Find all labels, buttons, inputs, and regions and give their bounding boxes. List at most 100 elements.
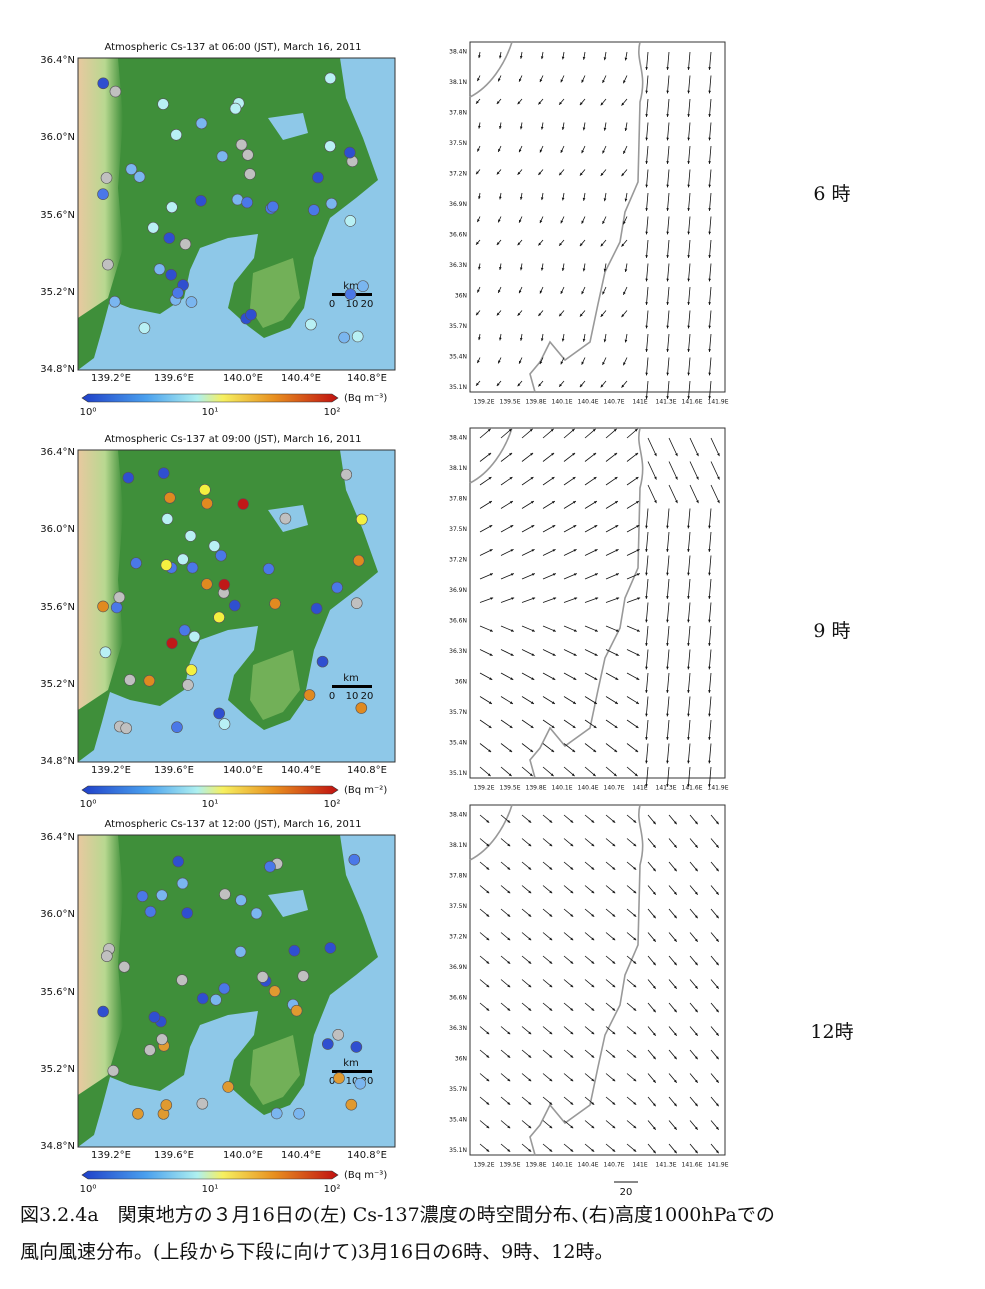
- wind-arrow-head: [528, 1054, 532, 1058]
- station: [352, 554, 365, 567]
- coastline: [529, 804, 644, 1156]
- wind-arrow-head: [624, 128, 628, 131]
- wind-arrow: [645, 743, 649, 764]
- wind-arrow-head: [635, 501, 639, 504]
- station: [345, 1098, 358, 1111]
- wind-arrow: [667, 263, 670, 282]
- wind-arrow-head: [528, 984, 532, 988]
- wind-arrow-head: [666, 302, 670, 305]
- wind-lat-label: 36.6N: [449, 232, 467, 239]
- station: [355, 702, 368, 714]
- station: [244, 168, 256, 180]
- wind-arrow-head: [687, 255, 691, 258]
- colorbar-label: 10¹: [202, 1184, 219, 1195]
- station: [218, 578, 231, 591]
- wind-arrow-head: [517, 171, 521, 175]
- wind-arrow-head: [509, 749, 513, 753]
- coastline: [469, 427, 513, 484]
- wind-arrow-head: [687, 325, 691, 329]
- wind-arrow-head: [694, 938, 698, 942]
- wind-arrow-head: [573, 525, 577, 528]
- wind-arrow-head: [573, 573, 577, 576]
- station: [181, 907, 193, 919]
- wind-arrow: [666, 508, 670, 529]
- colorbar-label: 10²: [324, 1184, 341, 1195]
- wind-arrow-head: [645, 231, 649, 235]
- wind-arrow-head: [645, 255, 649, 258]
- wind-arrow-head: [645, 784, 648, 787]
- station: [186, 561, 199, 574]
- wind-arrow-head: [510, 653, 514, 656]
- wind-arrow: [688, 380, 691, 399]
- scale-tick: 20: [361, 691, 374, 702]
- station: [310, 602, 323, 615]
- wind-arrow-head: [570, 984, 574, 988]
- wind-arrow-head: [591, 960, 595, 964]
- wind-arrow-head: [708, 666, 711, 670]
- station: [219, 888, 231, 901]
- lat-label: 36.4°N: [40, 832, 75, 843]
- wind-arrow: [709, 380, 712, 399]
- wind-arrow-head: [507, 843, 511, 847]
- wind-lon-label: 139.8E: [526, 785, 547, 792]
- station: [144, 905, 157, 918]
- wind-arrow-head: [476, 100, 479, 104]
- station: [262, 563, 275, 575]
- wind-arrow-head: [540, 338, 544, 342]
- wind-arrow-head: [687, 596, 690, 599]
- station: [297, 970, 310, 982]
- wind-lat-label: 36.3N: [449, 648, 467, 655]
- time-label: 12時: [810, 1021, 853, 1043]
- lat-label: 34.8°N: [40, 364, 75, 375]
- wind-arrow: [666, 649, 670, 670]
- wind-arrow-head: [549, 984, 553, 988]
- station: [340, 468, 353, 481]
- wind-arrow-head: [633, 890, 637, 894]
- station: [97, 77, 110, 90]
- station: [185, 296, 198, 308]
- wind-arrow-head: [635, 452, 639, 456]
- wind-arrow-head: [570, 1031, 574, 1035]
- wind-arrow-head: [591, 819, 595, 823]
- wind-arrow-head: [624, 57, 628, 61]
- wind-arrow-head: [549, 1054, 553, 1058]
- wind-arrow-head: [549, 890, 553, 894]
- wind-arrow-head: [528, 960, 532, 964]
- wind-arrow-head: [561, 197, 565, 201]
- wind-arrow-head: [666, 231, 670, 235]
- wind-arrow: [709, 75, 712, 94]
- wind-arrow-head: [538, 383, 542, 387]
- wind-arrow-head: [486, 937, 490, 941]
- wind-arrow-head: [666, 208, 670, 211]
- station: [153, 263, 166, 275]
- wind-lon-label: 141.9E: [708, 1162, 729, 1169]
- wind-lon-label: 140.1E: [552, 785, 573, 792]
- wind-arrow: [708, 602, 712, 623]
- colorbar-bar: [81, 785, 339, 795]
- station: [344, 215, 357, 227]
- wind-arrow-head: [507, 1125, 511, 1129]
- wind-arrow-head: [489, 677, 493, 680]
- wind-arrow-head: [486, 913, 490, 917]
- wind-arrow-head: [486, 1125, 490, 1129]
- wind-arrow-head: [518, 78, 522, 82]
- wind-arrow-head: [559, 101, 562, 105]
- wind-arrow-head: [476, 312, 479, 316]
- station: [279, 512, 292, 525]
- station: [213, 611, 225, 624]
- station: [235, 138, 248, 151]
- wind-arrow-head: [654, 476, 657, 480]
- wind-lon-label: 141.3E: [656, 785, 677, 792]
- wind-arrow-head: [593, 477, 597, 480]
- station: [344, 288, 357, 301]
- wind-arrow-head: [708, 255, 712, 258]
- wind-arrow: [667, 122, 670, 141]
- wind-arrow-head: [652, 962, 656, 966]
- wind-lat-label: 35.1N: [449, 770, 467, 777]
- wind-arrow-head: [594, 677, 598, 680]
- wind-arrow-head: [528, 937, 532, 941]
- wind-arrow-head: [634, 773, 638, 777]
- wind-arrow: [666, 672, 670, 693]
- wind-arrow-head: [488, 701, 492, 704]
- wind-arrow-head: [708, 278, 712, 282]
